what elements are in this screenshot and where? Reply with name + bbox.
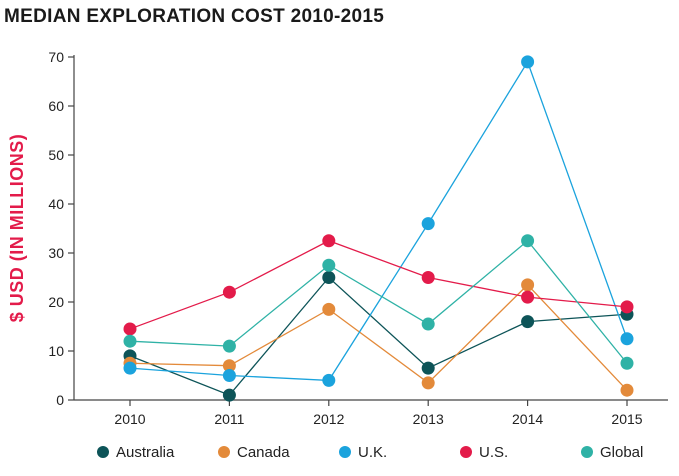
data-point-global [222,339,236,353]
y-tick-label: 10 [48,343,64,359]
data-point-global [620,356,634,370]
x-tick-label: 2011 [214,411,244,427]
y-axis-ticks: 0 10 20 30 40 50 60 70 [48,49,74,408]
x-tick-label: 2010 [114,411,145,427]
data-point-uk [222,369,236,382]
data-point-australia [421,361,435,375]
data-point-canada [620,383,634,397]
data-point-uk [620,332,634,346]
x-tick-label: 2013 [413,411,444,427]
y-tick-label: 60 [48,98,64,114]
series-line-australia [129,276,628,396]
chart-title: MEDIAN EXPLORATION COST 2010-2015 [4,6,385,27]
data-point-us [322,234,336,248]
y-tick-label: 0 [56,392,64,408]
y-tick-label: 50 [48,147,64,163]
data-point-canada [421,376,435,390]
series-line-us [129,240,628,330]
axes [73,55,668,401]
legend-marker-uk [339,446,351,458]
data-point-global [123,334,137,348]
legend: Australia Canada U.K. U.S. Global [97,444,643,461]
y-axis-label: $ USD (IN MILLIONS) [7,134,27,323]
data-point-uk [421,217,435,231]
data-point-australia [521,315,535,329]
data-point-global [322,258,336,272]
series-line-global [129,239,628,364]
legend-marker-australia [97,446,109,458]
legend-label-us: U.S. [479,444,508,461]
x-tick-label: 2014 [512,411,543,427]
data-point-canada [222,359,236,373]
legend-label-canada: Canada [237,444,290,461]
series-lines [129,60,628,396]
data-point-us [421,271,435,284]
legend-marker-canada [218,446,230,458]
data-point-us [123,322,137,336]
series-line-uk [129,60,628,382]
data-point-us [222,285,236,299]
y-tick-label: 30 [48,245,64,261]
data-point-australia [322,271,336,284]
data-point-global [521,234,535,248]
y-tick-label: 70 [48,49,64,65]
x-axis-ticks: 2010 2011 2012 2013 2014 2015 [114,400,643,427]
y-tick-label: 40 [48,196,64,212]
data-point-us [521,290,535,304]
x-tick-label: 2015 [611,411,642,427]
data-point-australia [222,388,236,402]
data-point-us [620,300,634,314]
data-point-uk [123,361,137,375]
data-point-uk [322,373,336,387]
legend-label-global: Global [600,444,643,461]
series-line-canada [129,283,628,391]
data-point-canada [322,302,336,316]
y-tick-label: 20 [48,294,64,310]
data-point-global [421,317,435,331]
data-point-canada [521,278,535,292]
legend-label-australia: Australia [116,444,175,461]
series-points [123,55,634,402]
data-point-uk [521,55,535,69]
legend-marker-global [581,446,593,458]
x-tick-label: 2012 [313,411,344,427]
legend-label-uk: U.K. [358,444,387,461]
legend-marker-us [460,446,472,458]
